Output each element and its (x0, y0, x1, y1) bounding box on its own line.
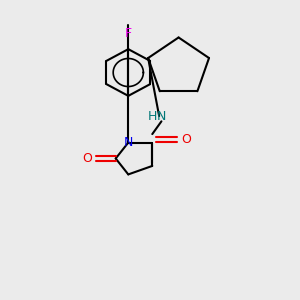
Text: N: N (157, 110, 166, 122)
Text: O: O (182, 133, 191, 146)
Text: H: H (148, 110, 157, 122)
Text: O: O (82, 152, 92, 165)
Text: F: F (125, 27, 132, 40)
Text: N: N (124, 136, 133, 149)
